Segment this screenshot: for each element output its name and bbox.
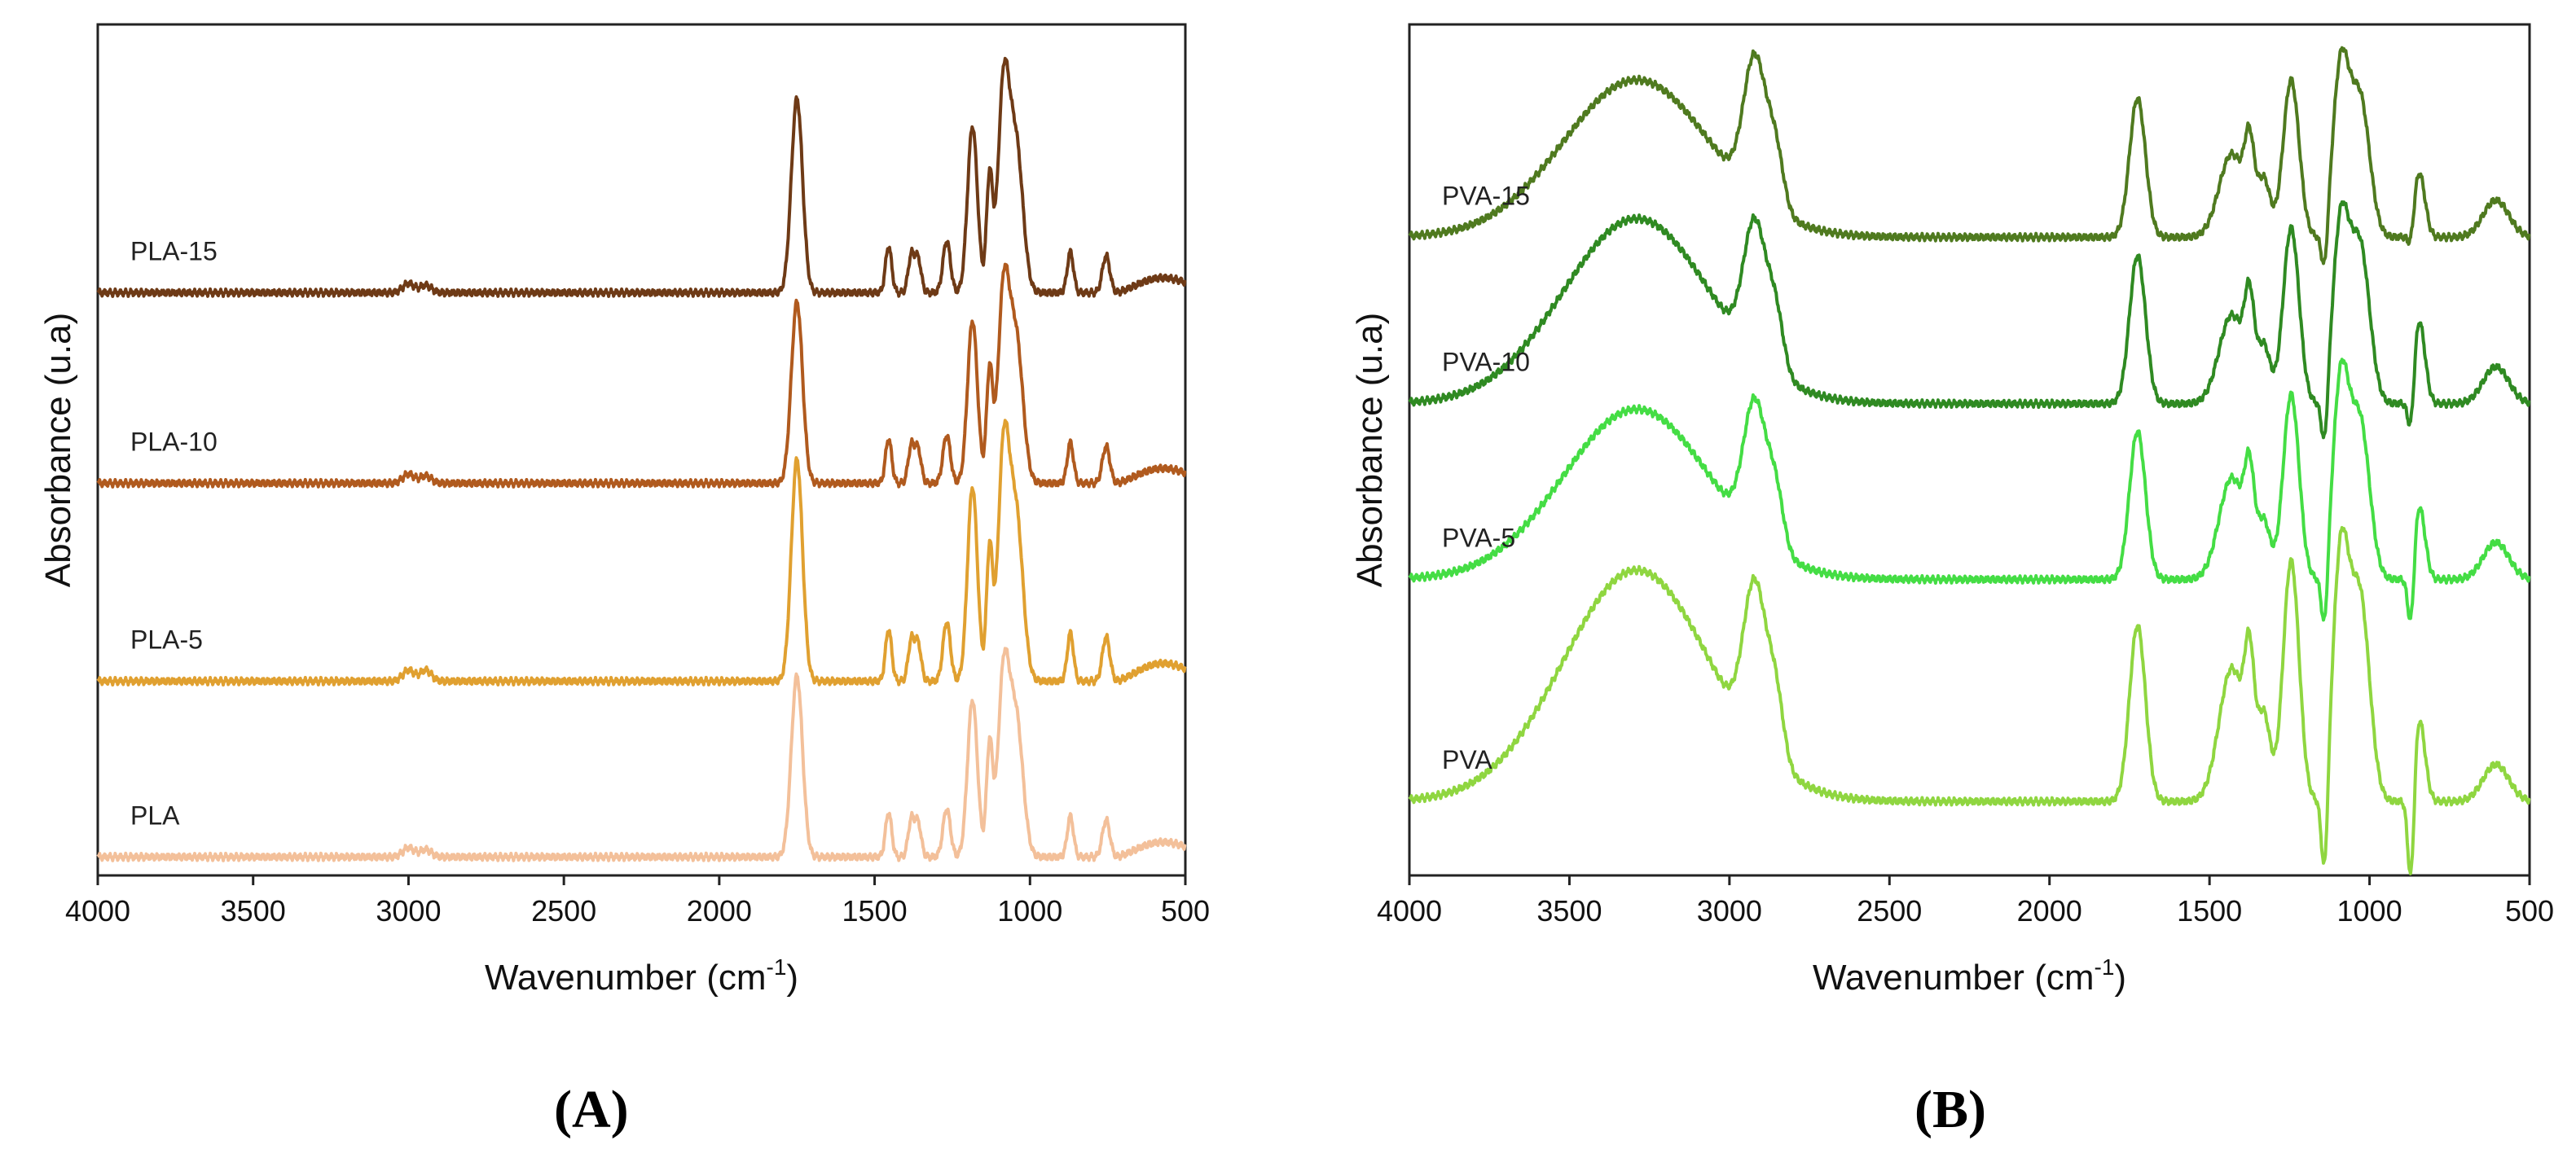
series-label-pva: PVA (1442, 745, 1492, 774)
series-label-pla: PLA (130, 801, 180, 830)
x-tick-label: 3500 (1536, 894, 1602, 928)
panel-a-letter: A (571, 1080, 611, 1139)
x-tick-label: 1000 (997, 894, 1062, 928)
x-tick-label: 2500 (1857, 894, 1922, 928)
series-label-pla-10: PLA-10 (130, 427, 218, 456)
x-tick-label: 1500 (2177, 894, 2242, 928)
series-label-pva-10: PVA-10 (1442, 348, 1530, 377)
series-line-pla-5 (96, 419, 1187, 686)
x-tick-label: 2000 (2017, 894, 2082, 928)
x-tick-label: 3000 (1697, 894, 1762, 928)
x-tick-label: 4000 (1377, 894, 1442, 928)
series-label-pla-5: PLA-5 (130, 625, 203, 654)
series-line-pla-10 (96, 262, 1187, 489)
x-tick-label: 3000 (376, 894, 441, 928)
x-tick-label: 1500 (842, 894, 908, 928)
panel-b: 4000 3500 3000 2500 2000 1500 1000 500 Wavenumbe… (1287, 0, 2576, 1158)
plot-frame (1408, 23, 2531, 877)
series-line-pla-15 (96, 56, 1187, 298)
x-tick-label: 3500 (221, 894, 286, 928)
series-line-pva (1408, 525, 2531, 875)
plot-frame (96, 23, 1187, 877)
x-axis-label: Wavenumber (cm-1) (1813, 954, 2126, 998)
series-label-pva-5: PVA-5 (1442, 524, 1515, 553)
panel-a-label: (A) (554, 1080, 629, 1139)
x-axis-label: Wavenumber (cm-1) (485, 954, 798, 998)
series-line-pla (96, 647, 1187, 862)
x-tick-label: 2000 (687, 894, 752, 928)
series-label-pla-15: PLA-15 (130, 236, 218, 265)
x-tick-label: 4000 (65, 894, 130, 928)
panel-b-letter: B (1932, 1080, 1969, 1139)
panel-a: 4000 3500 3000 2500 2000 1500 1000 500 Wavenumbe… (0, 0, 1238, 1158)
x-tick-label: 500 (2505, 894, 2554, 928)
series-label-pva-15: PVA-15 (1442, 181, 1530, 210)
series-line-pva-15 (1408, 46, 2531, 265)
x-tick-label: 500 (1161, 894, 1210, 928)
chart-a-svg: 4000 3500 3000 2500 2000 1500 1000 500 Wavenumbe… (38, 23, 1210, 998)
panel-b-label: (B) (1914, 1080, 1986, 1139)
series-line-pva-10 (1408, 200, 2531, 440)
y-axis-label: Absorbance (u.a) (38, 313, 78, 588)
series-line-pva-5 (1408, 357, 2531, 622)
y-axis-label: Absorbance (u.a) (1350, 313, 1390, 588)
x-tick-label: 1000 (2337, 894, 2402, 928)
chart-b-svg: 4000 3500 3000 2500 2000 1500 1000 500 Wavenumbe… (1350, 23, 2554, 998)
x-tick-label: 2500 (531, 894, 596, 928)
